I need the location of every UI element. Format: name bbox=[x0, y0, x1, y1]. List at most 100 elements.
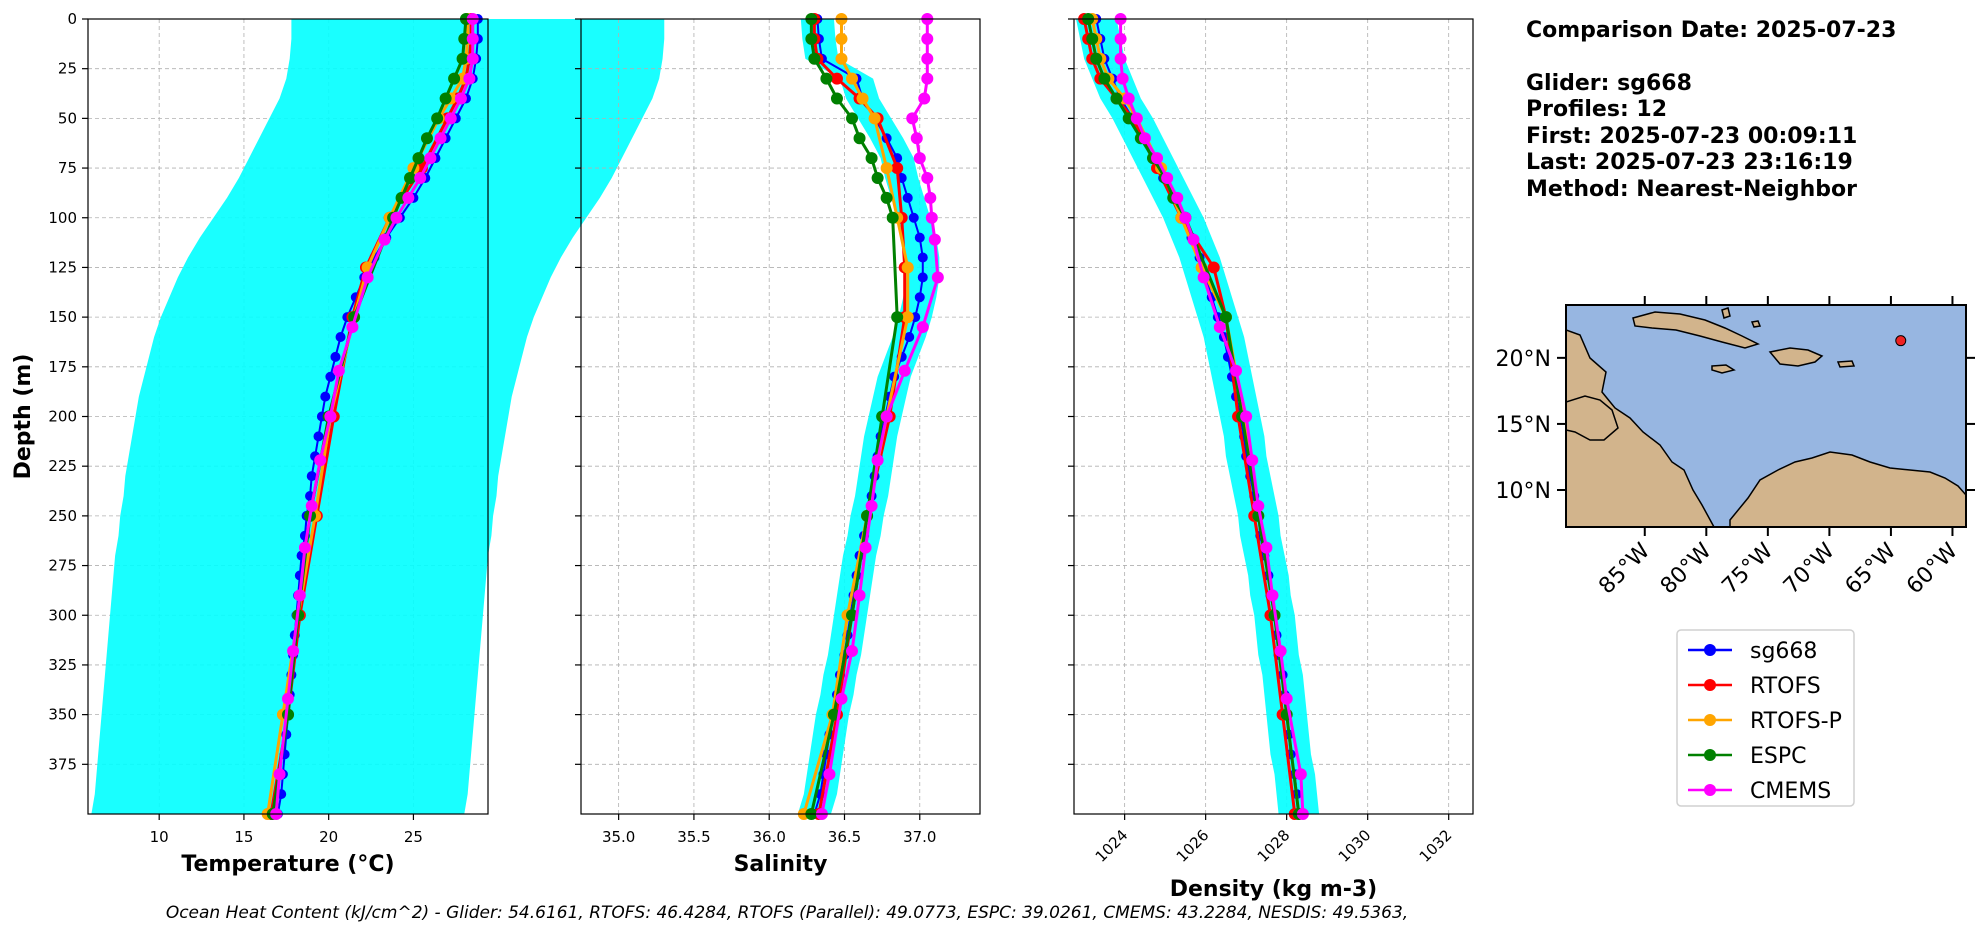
y-tick-label: 350 bbox=[48, 706, 77, 724]
map-land bbox=[1566, 307, 1966, 527]
x-tick-label: 1026 bbox=[1173, 826, 1213, 866]
data-point-cmems bbox=[402, 191, 415, 204]
y-tick-label: 225 bbox=[48, 457, 77, 475]
panel-2: 35.0 35.5 36.0 36.5 37.0 Salinity bbox=[575, 13, 981, 877]
data-point-espc bbox=[808, 52, 821, 65]
data-point-sg668 bbox=[917, 272, 928, 283]
data-point-cmems bbox=[918, 92, 931, 105]
data-point-cmems bbox=[1171, 191, 1184, 204]
data-point-rtofs-p bbox=[835, 32, 848, 45]
data-point-espc bbox=[431, 112, 444, 125]
landmass bbox=[1768, 347, 1824, 367]
data-point-espc bbox=[1098, 72, 1111, 85]
landmass bbox=[1729, 451, 1966, 527]
data-point-cmems bbox=[454, 92, 467, 105]
data-point-cmems bbox=[361, 271, 374, 284]
map-lat-tick-label: 20°N bbox=[1496, 347, 1551, 372]
x-tick-label: 1028 bbox=[1254, 826, 1294, 866]
legend-label-sg668: sg668 bbox=[1750, 639, 1817, 664]
last-time: Last: 2025-07-23 23:16:19 bbox=[1526, 150, 1853, 175]
data-point-cmems bbox=[287, 645, 300, 658]
data-point-espc bbox=[886, 211, 899, 224]
data-point-espc bbox=[412, 152, 425, 165]
map-lon-tick-label: 70°W bbox=[1779, 538, 1840, 599]
data-point-espc bbox=[1090, 52, 1103, 65]
y-tick-label: 250 bbox=[48, 507, 77, 525]
data-point-cmems bbox=[1246, 454, 1259, 467]
map-lon-tick-label: 60°W bbox=[1902, 538, 1963, 599]
method: Method: Nearest-Neighbor bbox=[1526, 177, 1857, 202]
data-point-sg668 bbox=[908, 212, 919, 223]
x-tick-label: 10 bbox=[150, 828, 169, 846]
data-point-cmems bbox=[921, 32, 934, 45]
data-point-cmems bbox=[1122, 92, 1135, 105]
data-point-sg668 bbox=[335, 332, 346, 342]
data-point-espc bbox=[853, 132, 866, 145]
data-point-rtofs bbox=[830, 72, 843, 85]
y-tick-label: 25 bbox=[58, 60, 77, 78]
data-point-cmems bbox=[444, 112, 457, 125]
data-point-espc bbox=[846, 112, 859, 125]
data-point-cmems bbox=[1130, 112, 1143, 125]
info-block: Comparison Date: 2025-07-23 Glider: sg66… bbox=[1526, 18, 1896, 202]
data-point-cmems bbox=[925, 211, 938, 224]
map-frame bbox=[1565, 304, 1967, 528]
data-point-sg668 bbox=[313, 431, 324, 442]
data-point-espc bbox=[871, 172, 884, 184]
data-point-cmems bbox=[928, 233, 941, 246]
glider-position-marker bbox=[1895, 335, 1907, 347]
data-point-sg668 bbox=[917, 252, 928, 263]
y-tick-label: 100 bbox=[48, 209, 77, 227]
data-point-rtofs bbox=[1207, 261, 1220, 274]
data-point-cmems bbox=[823, 768, 836, 781]
data-point-cmems bbox=[1161, 172, 1174, 184]
data-point-cmems bbox=[913, 152, 926, 165]
data-point-rtofs bbox=[891, 162, 904, 175]
data-point-sg668 bbox=[306, 471, 317, 482]
data-point-cmems bbox=[463, 72, 476, 85]
data-point-cmems bbox=[931, 271, 944, 284]
data-point-rtofs-p bbox=[868, 112, 881, 125]
glider-name: Glider: sg668 bbox=[1526, 71, 1692, 96]
data-point-cmems bbox=[880, 410, 893, 423]
data-point-rtofs-p bbox=[880, 162, 893, 175]
y-tick-label: 300 bbox=[48, 606, 77, 624]
data-point-sg668 bbox=[904, 332, 915, 342]
data-point-cmems bbox=[1266, 589, 1279, 602]
x-tick-label: 1032 bbox=[1416, 826, 1456, 866]
y-tick-label: 50 bbox=[58, 109, 77, 127]
data-point-rtofs-p bbox=[901, 261, 914, 274]
data-point-cmems bbox=[910, 132, 923, 145]
profile-panels: 0 25 50 75 100 125 150 175 200 225 250 275 300 325 350… bbox=[11, 10, 1474, 902]
data-point-cmems bbox=[1213, 321, 1226, 334]
x-tick-label: 1024 bbox=[1092, 826, 1132, 866]
landmass bbox=[1566, 395, 1619, 441]
x-tick-label: 36.0 bbox=[753, 828, 786, 846]
data-point-cmems bbox=[921, 52, 934, 65]
legend-label-rtofs: RTOFS bbox=[1750, 674, 1821, 699]
data-point-cmems bbox=[1116, 72, 1129, 85]
map-lat-tick-label: 10°N bbox=[1496, 479, 1551, 504]
data-point-cmems bbox=[921, 172, 934, 184]
data-point-cmems bbox=[314, 454, 327, 467]
data-point-cmems bbox=[1280, 692, 1293, 705]
x-axis-label: Temperature (°C) bbox=[181, 852, 394, 877]
data-point-cmems bbox=[916, 321, 929, 334]
ohc-footer: Ocean Heat Content (kJ/cm^2) - Glider: 5… bbox=[166, 903, 1408, 923]
data-point-espc bbox=[1219, 311, 1232, 324]
map-lon-tick-label: 75°W bbox=[1717, 538, 1778, 599]
data-point-espc bbox=[404, 172, 417, 184]
x-tick-label: 36.5 bbox=[828, 828, 861, 846]
data-point-sg668 bbox=[902, 192, 913, 203]
data-point-cmems bbox=[424, 152, 437, 165]
map-lat-tick-label: 15°N bbox=[1496, 413, 1551, 438]
data-point-cmems bbox=[835, 692, 848, 705]
x-tick-label: 35.5 bbox=[677, 828, 710, 846]
data-point-espc bbox=[805, 32, 818, 45]
data-point-cmems bbox=[466, 52, 479, 65]
data-point-cmems bbox=[846, 645, 859, 658]
data-point-espc bbox=[456, 52, 469, 65]
data-point-cmems bbox=[1240, 410, 1253, 423]
landmass bbox=[1721, 307, 1731, 319]
data-point-cmems bbox=[282, 692, 294, 705]
